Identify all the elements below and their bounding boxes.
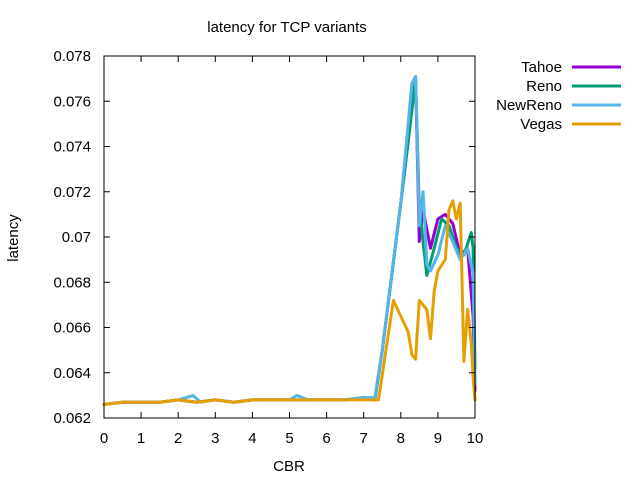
- y-tick-label: 0.07: [62, 229, 91, 246]
- legend: Tahoe Reno NewReno Vegas: [496, 59, 621, 133]
- y-tick-label: 0.062: [53, 410, 91, 427]
- y-tick-label: 0.072: [53, 184, 91, 201]
- legend-label-tahoe: Tahoe: [521, 59, 562, 76]
- series-line-newreno: [102, 74, 477, 406]
- x-tick-label: 6: [322, 430, 330, 447]
- x-tick-label: 9: [434, 430, 442, 447]
- x-tick-label: 1: [137, 430, 145, 447]
- x-tick-label: 8: [397, 430, 405, 447]
- x-tick-label: 10: [467, 430, 484, 447]
- y-tick-label: 0.064: [53, 365, 91, 382]
- x-tick-label: 3: [211, 430, 219, 447]
- plot-lines: [102, 74, 477, 406]
- legend-label-newreno: NewReno: [496, 97, 562, 114]
- legend-label-reno: Reno: [526, 78, 562, 95]
- y-tick-label: 0.078: [53, 48, 91, 65]
- x-tick-label: 4: [248, 430, 256, 447]
- y-axis: 0.062 0.064 0.066 0.068 0.07 0.072 0.074 0.076 0…: [53, 48, 475, 427]
- series-line-tahoe: [102, 77, 477, 406]
- x-axis-label: CBR: [273, 458, 305, 475]
- y-tick-label: 0.074: [53, 139, 91, 156]
- y-tick-label: 0.076: [53, 93, 91, 110]
- chart-title: latency for TCP variants: [207, 19, 367, 36]
- x-tick-label: 0: [100, 430, 108, 447]
- y-tick-label: 0.068: [53, 274, 91, 291]
- series-line-vegas: [102, 199, 477, 406]
- x-tick-label: 7: [360, 430, 368, 447]
- x-tick-label: 2: [174, 430, 182, 447]
- y-tick-label: 0.066: [53, 320, 91, 337]
- y-axis-label: latency: [5, 214, 22, 262]
- x-axis: 0 1 2 3 4 5 6 7 8 9 10: [100, 56, 484, 447]
- x-tick-label: 5: [285, 430, 293, 447]
- legend-label-vegas: Vegas: [520, 116, 562, 133]
